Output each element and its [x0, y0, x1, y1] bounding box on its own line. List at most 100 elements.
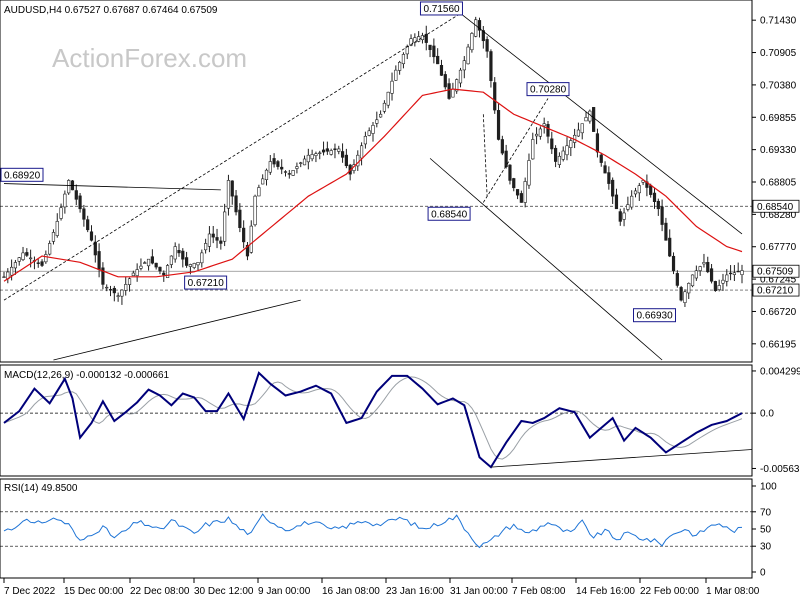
candle-body — [584, 117, 588, 122]
axis-layer: 0.71430 0.70905 0.70380 0.69855 0.69330 0.688… — [3, 16, 800, 597]
candle-body — [230, 180, 234, 197]
candle-body — [455, 79, 459, 92]
trendline — [3, 183, 221, 191]
candle-body — [86, 219, 90, 231]
candle-body — [120, 289, 124, 297]
candle-body — [48, 243, 52, 255]
candle-body — [690, 274, 695, 287]
rsi-tick-label: 70 — [760, 507, 772, 518]
candle-body — [44, 254, 48, 263]
candle-body — [154, 262, 158, 268]
candle-body — [55, 221, 59, 236]
candle-body — [515, 189, 520, 196]
x-tick-label: 15 Dec 00:00 — [64, 586, 124, 597]
candle-body — [713, 281, 717, 291]
candle-body — [112, 287, 116, 294]
candle-body — [150, 256, 154, 264]
rsi-panel — [0, 478, 753, 579]
candle-body — [485, 39, 489, 52]
candle-body — [447, 83, 451, 99]
candle-body — [626, 204, 630, 210]
rsi-tick-label: 50 — [760, 525, 772, 536]
candle-body — [242, 227, 246, 243]
right-price-label: 0.68540 — [757, 202, 794, 213]
candle-body — [553, 147, 558, 162]
candle-body — [337, 148, 341, 152]
candle-body — [226, 180, 231, 209]
candle-body — [512, 178, 516, 189]
candle-body — [82, 208, 86, 220]
candle-body — [588, 110, 592, 122]
y-tick-label: 0.68805 — [760, 178, 797, 189]
price-title: AUDUSD,H4 0.67527 0.67687 0.67464 0.6750… — [4, 5, 218, 16]
x-tick-label: 7 Dec 2022 — [4, 586, 56, 597]
candle-body — [531, 139, 535, 160]
candle-body — [40, 261, 44, 266]
candle-body — [314, 153, 318, 156]
x-tick-label: 22 Dec 08:00 — [130, 586, 190, 597]
candle-body — [698, 266, 702, 271]
x-tick-label: 31 Jan 00:00 — [450, 586, 508, 597]
candle-body — [295, 166, 299, 169]
candle-body — [253, 195, 257, 226]
candle-body — [124, 284, 128, 291]
candle-body — [93, 241, 97, 256]
candle-body — [105, 286, 109, 289]
candle-body — [344, 154, 348, 167]
trendline — [53, 299, 301, 361]
y-tick-label: 0.67245 — [760, 275, 797, 286]
candle-body — [668, 237, 672, 257]
trendline — [460, 13, 743, 235]
watermark: ActionForex.com — [52, 43, 247, 73]
candle-body — [318, 152, 322, 155]
x-tick-label: 16 Jan 08:00 — [322, 586, 380, 597]
candle-body — [611, 179, 615, 197]
candle-body — [432, 45, 436, 58]
candle-body — [173, 246, 177, 260]
price-box-label: 0.68920 — [4, 170, 41, 181]
candle-body — [146, 258, 151, 267]
candle-body — [165, 265, 170, 278]
candle-body — [89, 231, 94, 241]
candle-body — [299, 162, 303, 164]
y-tick-label: 0.69855 — [760, 113, 797, 124]
dashed-trendline — [482, 114, 488, 197]
candle-body — [595, 133, 600, 153]
candle-body — [660, 206, 664, 225]
candle-body — [398, 61, 402, 71]
candle-body — [451, 88, 455, 98]
macd-title: MACD(12,26,9) -0.000132 -0.000661 — [4, 370, 170, 381]
candle-body — [135, 269, 139, 276]
candle-body — [177, 250, 181, 254]
candle-body — [211, 233, 215, 238]
price-box-label: 0.70280 — [530, 85, 567, 96]
candle-body — [725, 274, 729, 282]
candle-body — [493, 82, 497, 111]
candle-body — [192, 263, 196, 268]
candle-body — [542, 123, 546, 127]
candle-body — [219, 240, 223, 244]
x-tick-label: 9 Jan 00:00 — [258, 586, 311, 597]
candle-body — [245, 244, 250, 257]
y-tick-label: 0.69330 — [760, 145, 797, 156]
candle-body — [546, 124, 550, 137]
candle-body — [371, 124, 375, 134]
candle-body — [576, 129, 581, 137]
candle-body — [63, 193, 67, 208]
candle-body — [462, 60, 466, 71]
candle-body — [356, 154, 360, 167]
candle-body — [264, 169, 269, 180]
right-price-box — [752, 199, 800, 213]
candle-body — [607, 172, 611, 184]
candle-body — [287, 173, 291, 175]
price-box — [526, 82, 570, 97]
rsi-tick-label: 100 — [760, 482, 777, 493]
candle-body — [569, 140, 573, 148]
rsi-tick-label: 30 — [760, 542, 772, 553]
candle-body — [603, 165, 607, 174]
candle-body — [702, 262, 706, 265]
candle-body — [687, 283, 691, 294]
candle-body — [108, 289, 113, 291]
candle-body — [504, 150, 508, 168]
